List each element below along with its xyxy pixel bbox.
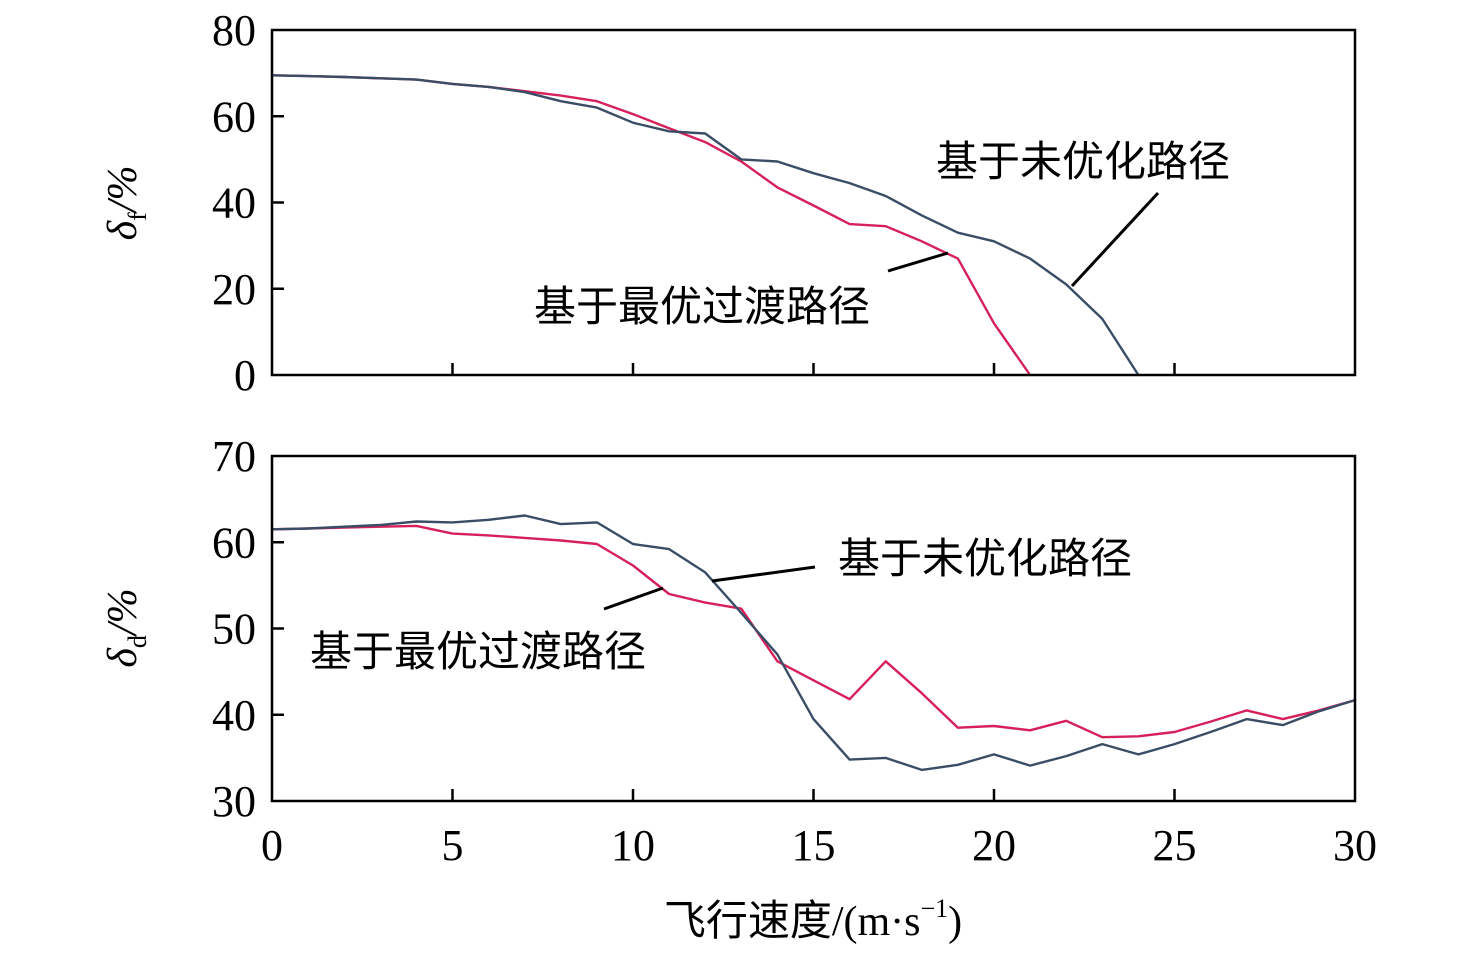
top-panel-y-ticks: 0 20 40 60 80	[212, 6, 284, 400]
bottom-annotation-optimal: 基于最优过渡路径	[310, 627, 646, 676]
top-panel-x-ticks	[451, 363, 1176, 375]
y-tick-label: 60	[212, 518, 256, 567]
x-tick-label: 0	[261, 821, 283, 870]
series-line-optimal	[270, 524, 1357, 739]
bottom-panel: 30 40 50 60 70 δd/% 基于未优化路径 基于最优过渡路径	[100, 432, 1357, 826]
top-annotation-optimal-leader	[887, 251, 949, 273]
y-tick-label: 40	[212, 179, 256, 228]
y-tick-label: 60	[212, 92, 256, 141]
bottom-panel-x-ticks	[451, 789, 1176, 801]
y-tick-label: 80	[212, 6, 256, 55]
bottom-panel-y-axis-title: δd/%	[100, 588, 152, 667]
series-line-unoptimized	[270, 514, 1357, 772]
bottom-annotation-unoptimized: 基于未优化路径	[838, 534, 1132, 583]
x-tick-label: 5	[442, 821, 464, 870]
bottom-annotation-optimal-leader	[603, 586, 664, 611]
x-tick-label: 10	[611, 821, 655, 870]
top-annotation-unoptimized-leader	[1070, 191, 1160, 288]
series-line-unoptimized	[270, 74, 1140, 377]
y-tick-label: 70	[212, 432, 256, 481]
x-axis-tick-labels: 0 5 10 15 20 25 30	[261, 821, 1377, 870]
bottom-panel-annotations: 基于未优化路径 基于最优过渡路径	[310, 534, 1132, 676]
top-panel: 0 20 40 60 80 δf/% 基于未优化路径 基于最优过渡路径	[100, 6, 1357, 400]
y-tick-label: 20	[212, 265, 256, 314]
y-tick-label: 40	[212, 691, 256, 740]
y-tick-label: 30	[212, 777, 256, 826]
bottom-panel-series	[270, 514, 1357, 772]
x-tick-label: 25	[1153, 821, 1197, 870]
y-tick-label: 50	[212, 605, 256, 654]
x-tick-label: 30	[1333, 821, 1377, 870]
bottom-panel-y-ticks: 30 40 50 60 70	[212, 432, 284, 826]
y-tick-label: 0	[234, 351, 256, 400]
x-tick-label: 15	[792, 821, 836, 870]
bottom-annotation-unoptimized-leader	[711, 565, 816, 583]
x-axis-title: 飞行速度/(m·s−1)	[664, 894, 962, 945]
top-panel-y-axis-title: δf/%	[100, 166, 152, 241]
top-annotation-optimal: 基于最优过渡路径	[534, 282, 870, 331]
top-panel-annotations: 基于未优化路径 基于最优过渡路径	[534, 137, 1230, 331]
top-annotation-unoptimized: 基于未优化路径	[936, 137, 1230, 186]
x-tick-label: 20	[972, 821, 1016, 870]
top-panel-series	[270, 74, 1140, 377]
